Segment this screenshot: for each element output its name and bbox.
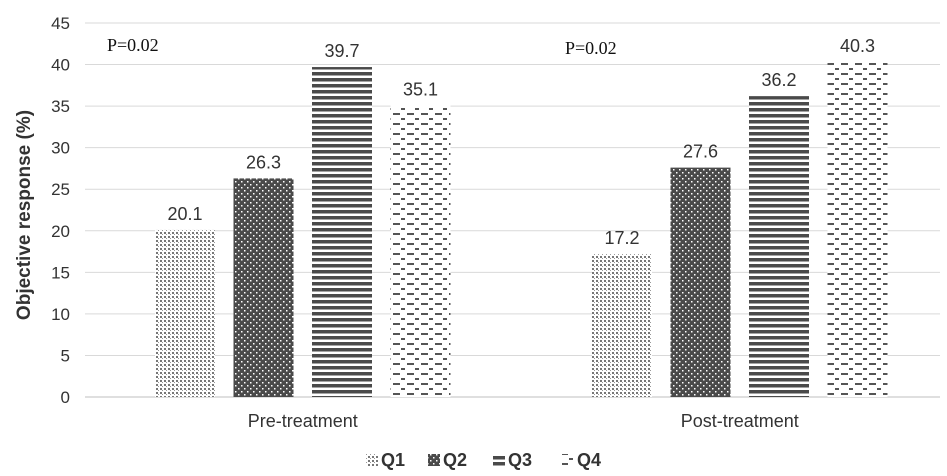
x-category-label: Pre-treatment bbox=[248, 411, 358, 431]
legend-swatch-q2 bbox=[428, 454, 440, 466]
legend-label-q2: Q2 bbox=[443, 450, 467, 470]
gridlines bbox=[85, 22, 940, 398]
y-tick-label: 5 bbox=[61, 346, 70, 365]
y-tick-label: 0 bbox=[61, 388, 70, 407]
p-value-pre: P=0.02 bbox=[107, 35, 159, 55]
data-label: 36.2 bbox=[761, 70, 796, 90]
data-label: 40.3 bbox=[840, 36, 875, 56]
bar-q1-post bbox=[592, 254, 652, 397]
y-tick-label: 20 bbox=[51, 222, 70, 241]
legend-swatch-q3 bbox=[493, 454, 505, 466]
bar-q3-pre bbox=[312, 67, 372, 397]
legend-label-q3: Q3 bbox=[508, 450, 532, 470]
bar-q2-pre bbox=[233, 178, 294, 397]
bar-q4-post bbox=[827, 62, 888, 397]
bar-q3-post bbox=[749, 96, 809, 397]
data-label: 26.3 bbox=[246, 152, 281, 172]
legend-label-q1: Q1 bbox=[381, 450, 405, 470]
y-tick-label: 25 bbox=[51, 180, 70, 199]
y-tick-label: 15 bbox=[51, 263, 70, 282]
y-tick-label: 40 bbox=[51, 56, 70, 75]
legend: Q1 Q2 Q3 Q4 bbox=[366, 450, 601, 470]
bar-q4-pre bbox=[390, 105, 451, 397]
legend-swatch-q1 bbox=[366, 454, 378, 466]
bar-q1-pre bbox=[155, 229, 215, 397]
data-labels: 20.1 26.3 39.7 35.1 17.2 27.6 36.2 40.3 bbox=[167, 36, 875, 248]
data-label: 20.1 bbox=[167, 204, 202, 224]
y-tick-label: 30 bbox=[51, 139, 70, 158]
y-tick-label: 10 bbox=[51, 305, 70, 324]
x-category-label: Post-treatment bbox=[681, 411, 799, 431]
y-tick-label: 35 bbox=[51, 97, 70, 116]
p-value-post: P=0.02 bbox=[565, 38, 617, 58]
y-axis-ticks: 0 5 10 15 20 25 30 35 40 45 bbox=[51, 14, 70, 407]
category-labels: Pre-treatment Post-treatment bbox=[248, 411, 799, 431]
bar-q2-post bbox=[670, 167, 731, 397]
data-label: 35.1 bbox=[403, 79, 438, 99]
bars bbox=[155, 62, 888, 397]
data-label: 39.7 bbox=[324, 41, 359, 61]
y-axis-label: Objective response (%) bbox=[14, 110, 35, 320]
y-tick-label: 45 bbox=[51, 14, 70, 33]
data-label: 17.2 bbox=[604, 228, 639, 248]
data-label: 27.6 bbox=[683, 142, 718, 162]
legend-label-q4: Q4 bbox=[577, 450, 601, 470]
legend-swatch-q4 bbox=[562, 454, 574, 466]
